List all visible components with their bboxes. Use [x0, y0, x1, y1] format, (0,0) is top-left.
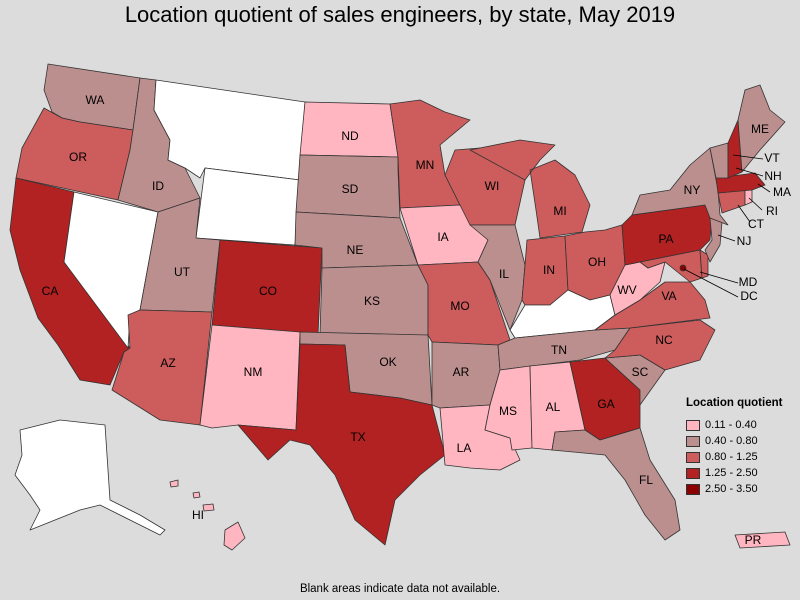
state-label-AL: AL — [546, 400, 561, 414]
state-label-ID: ID — [152, 179, 164, 193]
footnote: Blank areas indicate data not available. — [299, 583, 501, 595]
state-MN[interactable] — [389, 99, 471, 209]
legend-label: 1.25 - 2.50 — [705, 467, 758, 479]
legend-label: 0.80 - 1.25 — [705, 451, 758, 463]
state-label-MD: MD — [739, 275, 758, 289]
state-label-NE: NE — [347, 243, 364, 257]
state-label-AR: AR — [453, 365, 470, 379]
legend-item: 0.80 - 1.25 — [686, 449, 782, 465]
state-label-OR: OR — [69, 150, 87, 164]
state-HI[interactable] — [202, 503, 215, 512]
state-TX[interactable] — [237, 343, 446, 546]
legend-label: 2.50 - 3.50 — [705, 483, 758, 495]
state-DC[interactable] — [679, 264, 687, 272]
state-label-GA: GA — [597, 397, 614, 411]
state-label-OK: OK — [379, 355, 396, 369]
state-ME[interactable] — [737, 84, 786, 173]
state-AK[interactable] — [14, 419, 166, 536]
map-title: Location quotient of sales engineers, by… — [124, 2, 676, 27]
state-label-NH: NH — [764, 169, 781, 183]
state-MI[interactable] — [469, 139, 591, 239]
state-PR[interactable] — [734, 531, 791, 549]
legend-swatch — [686, 419, 700, 431]
state-label-ND: ND — [341, 129, 359, 143]
state-label-WV: WV — [617, 283, 636, 297]
state-label-MA: MA — [773, 185, 791, 199]
legend-item: 0.11 - 0.40 — [686, 417, 782, 433]
state-label-MN: MN — [416, 158, 435, 172]
state-label-DC: DC — [740, 289, 758, 303]
state-label-IN: IN — [543, 263, 555, 277]
state-label-WA: WA — [86, 93, 105, 107]
state-label-IA: IA — [437, 230, 448, 244]
state-label-ME: ME — [751, 122, 769, 136]
state-label-MO: MO — [450, 299, 469, 313]
state-label-UT: UT — [174, 265, 191, 279]
state-label-PA: PA — [658, 232, 673, 246]
state-label-MS: MS — [499, 404, 517, 418]
state-label-WI: WI — [485, 179, 500, 193]
state-label-CT: CT — [748, 217, 765, 231]
state-label-HI: HI — [192, 508, 204, 522]
state-HI-group — [169, 479, 246, 551]
state-FL[interactable] — [551, 427, 681, 541]
state-HI[interactable] — [192, 491, 201, 499]
state-label-CA: CA — [42, 284, 59, 298]
state-label-FL: FL — [639, 473, 653, 487]
legend-label: 0.11 - 0.40 — [705, 419, 757, 431]
state-HI[interactable] — [223, 521, 246, 551]
state-label-SD: SD — [342, 182, 359, 196]
state-label-NM: NM — [244, 365, 263, 379]
legend-swatch — [686, 451, 700, 463]
legend-item: 0.40 - 0.80 — [686, 433, 782, 449]
state-label-NY: NY — [684, 183, 701, 197]
state-label-CO: CO — [259, 284, 277, 298]
state-label-VA: VA — [661, 289, 676, 303]
state-label-PR: PR — [745, 533, 762, 547]
state-WY[interactable] — [195, 167, 301, 246]
state-HI[interactable] — [169, 479, 179, 488]
legend-item: 2.50 - 3.50 — [686, 481, 782, 497]
legend-title: Location quotient — [686, 397, 783, 409]
state-label-SC: SC — [632, 365, 649, 379]
state-label-NJ: NJ — [737, 234, 752, 248]
state-RI[interactable] — [744, 189, 753, 206]
legend-swatch — [686, 435, 700, 447]
state-label-MI: MI — [553, 204, 566, 218]
state-label-TN: TN — [551, 343, 567, 357]
legend-swatch — [686, 467, 700, 479]
state-label-RI: RI — [766, 204, 778, 218]
legend-swatch — [686, 483, 700, 495]
state-label-VT: VT — [764, 151, 780, 165]
state-label-KS: KS — [364, 294, 380, 308]
state-DE[interactable] — [699, 249, 709, 279]
state-label-LA: LA — [457, 441, 472, 455]
state-SD[interactable] — [295, 154, 401, 219]
state-AZ[interactable] — [111, 309, 213, 426]
state-label-TX: TX — [350, 430, 365, 444]
legend: Location quotient 0.11 - 0.40 0.40 - 0.8… — [686, 397, 782, 497]
state-label-NC: NC — [655, 333, 673, 347]
state-label-OH: OH — [588, 255, 606, 269]
legend-item: 1.25 - 2.50 — [686, 465, 782, 481]
state-label-IL: IL — [499, 267, 509, 281]
state-label-AZ: AZ — [160, 356, 175, 370]
legend-label: 0.40 - 0.80 — [705, 435, 758, 447]
